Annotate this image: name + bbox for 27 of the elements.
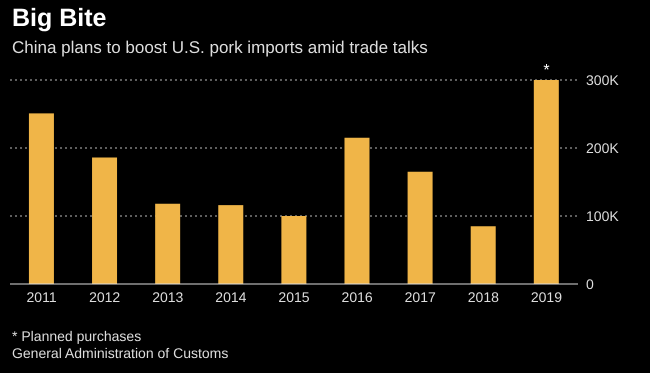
y-tick-label: 0: [586, 276, 594, 292]
bar: [28, 113, 54, 284]
bar: [155, 204, 180, 284]
bar: [534, 80, 559, 284]
chart-title: Big Bite: [12, 4, 106, 33]
x-tick-label: 2019: [530, 288, 562, 305]
bar: [281, 216, 306, 284]
x-tick-label: 2013: [152, 288, 184, 305]
x-tick-label: 2012: [89, 288, 120, 305]
x-tick-label: 2018: [468, 288, 500, 305]
x-tick-label: 2014: [215, 288, 247, 305]
bar: [218, 205, 244, 284]
bar: [408, 172, 433, 284]
x-tick-label: 2015: [278, 288, 310, 305]
x-tick-label: 2017: [404, 288, 436, 305]
annotation: *: [543, 62, 550, 79]
y-tick-label: 200K: [586, 140, 620, 156]
x-tick-label: 2016: [342, 288, 373, 305]
bar: [470, 226, 496, 284]
text: * Planned purchases: [12, 328, 142, 345]
y-tick-label: 300K: [586, 72, 620, 88]
bar: [344, 138, 370, 284]
chart-subtitle: China plans to boost U.S. pork imports amid trade talks: [12, 38, 428, 58]
x-tick-label: 2011: [26, 288, 57, 305]
y-tick-label: 100K: [586, 208, 620, 224]
text: General Administration of Customs: [12, 345, 228, 362]
bar: [92, 158, 118, 284]
